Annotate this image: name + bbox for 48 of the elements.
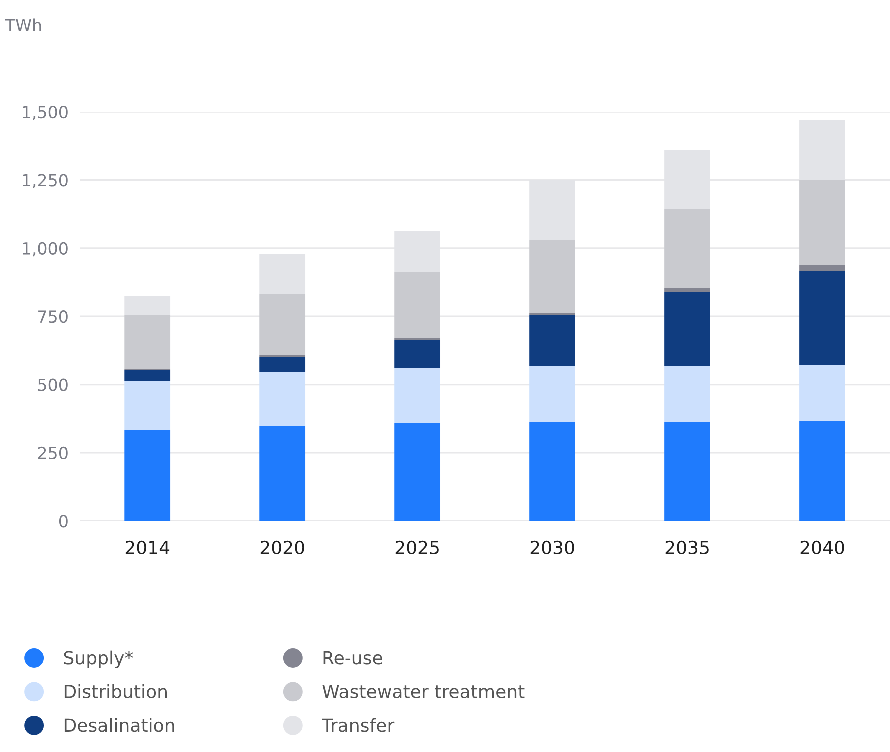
bar xyxy=(260,294,306,356)
bar xyxy=(664,366,710,422)
bar xyxy=(394,340,441,368)
legend-label: Distribution xyxy=(64,684,167,699)
bar xyxy=(664,288,710,292)
y-tick-label: 1,500 xyxy=(23,106,68,120)
bar xyxy=(800,421,846,522)
bar xyxy=(800,180,846,266)
legend-label: Transfer xyxy=(322,718,395,732)
bar xyxy=(124,370,171,382)
bar xyxy=(394,368,441,424)
bar xyxy=(664,422,710,522)
y-tick-label: 1,250 xyxy=(23,174,68,188)
bar xyxy=(260,254,306,294)
bar xyxy=(800,265,846,272)
bar xyxy=(124,296,171,316)
bar xyxy=(664,292,710,366)
bar xyxy=(124,382,171,430)
bar xyxy=(664,209,710,288)
bar xyxy=(800,271,846,366)
legend-label: Re-use xyxy=(324,651,382,665)
legend-label: Desalination xyxy=(64,718,174,732)
bar xyxy=(124,430,171,522)
bar xyxy=(530,422,576,522)
bar xyxy=(394,424,441,522)
bar xyxy=(530,366,576,422)
bar xyxy=(394,272,441,338)
x-tick-label: 2014 xyxy=(126,540,170,555)
y-axis-title: TWh xyxy=(5,18,42,32)
legend-label: Wastewater treatment xyxy=(322,685,525,699)
bar xyxy=(260,358,306,372)
bar xyxy=(260,372,306,426)
y-tick-label: 750 xyxy=(38,310,68,324)
x-tick-label: 2030 xyxy=(530,540,574,555)
bar xyxy=(530,240,576,314)
x-tick-label: 2020 xyxy=(260,540,304,555)
legend-label: Supply* xyxy=(64,650,134,668)
y-tick-label: 1,000 xyxy=(23,242,68,257)
x-tick-label: 2040 xyxy=(800,540,844,555)
x-tick-label: 2025 xyxy=(396,540,439,555)
y-tick-label: 500 xyxy=(38,378,68,392)
y-tick-label: 250 xyxy=(38,446,68,460)
bar xyxy=(530,315,576,366)
y-tick-label: 0 xyxy=(59,515,68,528)
bar xyxy=(260,426,306,522)
bar xyxy=(800,365,846,422)
x-tick-label: 2035 xyxy=(666,540,709,555)
bar xyxy=(124,315,171,369)
